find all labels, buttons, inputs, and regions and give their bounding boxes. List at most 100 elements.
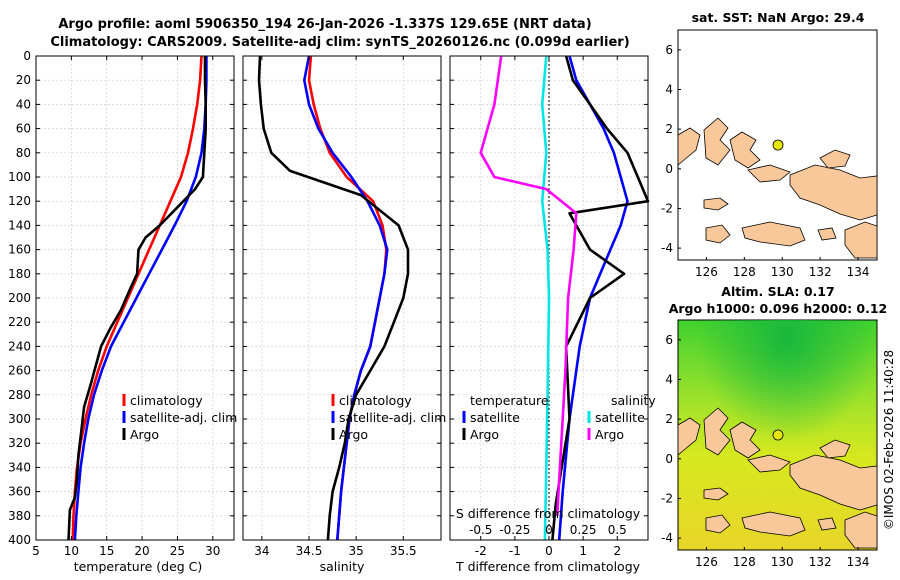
salinity-xlabel: salinity — [320, 559, 365, 574]
depth-tick-label: 300 — [8, 412, 31, 426]
map-y-tick-label: 2 — [665, 412, 673, 426]
land-mass — [705, 224, 731, 244]
land-mass — [705, 514, 731, 534]
depth-tick-label: 160 — [8, 243, 31, 257]
legend-tsat-text: satellite — [470, 410, 520, 425]
x-tick-label: 0 — [545, 544, 553, 558]
sst-map-title: sat. SST: NaN Argo: 29.4 — [692, 10, 865, 25]
land-mass — [819, 439, 851, 459]
s-diff-tick-label: 0.25 — [570, 523, 597, 537]
map-x-tick-label: 134 — [847, 265, 870, 279]
s-diff-tick-label: -0.25 — [499, 523, 530, 537]
sla-map-ticks: 126 128 130 132 134 6 4 2 0 -2 -4 — [661, 333, 869, 569]
sla-land — [677, 407, 878, 549]
s-diff-tick-label: 0.5 — [608, 523, 627, 537]
x-tick-label: 5 — [32, 544, 40, 558]
legend-clim-text: climatology — [130, 393, 203, 408]
title-line2: Climatology: CARS2009. Satellite-adj cli… — [50, 35, 629, 50]
x-tick-label: 2 — [613, 544, 621, 558]
depth-tick-label: 320 — [8, 436, 31, 450]
s-diff-tick-label: -0.5 — [469, 523, 492, 537]
series-satellite-adj-clim — [73, 56, 208, 541]
legend-ssat-text: satellite — [595, 410, 645, 425]
depth-tick-label: 200 — [8, 291, 31, 305]
depth-tick-label: 60 — [16, 122, 31, 136]
sla-map-title1: Altim. SLA: 0.17 — [721, 284, 834, 299]
series-argo — [257, 55, 410, 541]
x-tick-label: 35 — [349, 544, 364, 558]
depth-tick-label: 0 — [23, 49, 31, 63]
map-y-tick-label: -2 — [661, 201, 673, 215]
map-y-tick-label: -2 — [661, 491, 673, 505]
depth-tick-label: 280 — [8, 388, 31, 402]
argo-location-marker — [772, 139, 784, 151]
land-mass — [703, 197, 729, 211]
x-tick-label: 34 — [254, 544, 269, 558]
imos-watermark: ©IMOS 02-Feb-2026 11:40:28 — [882, 350, 896, 530]
difference-legend: temperature salinity satellite Argo sate… — [462, 393, 656, 442]
x-tick-label: 20 — [134, 544, 149, 558]
land-mass — [747, 454, 791, 473]
sst-land — [677, 117, 878, 259]
difference-panel: -2 -1 0 1 2 -0.5 -0.25 0 0.25 0.5 — [449, 55, 650, 558]
map-x-tick-label: 134 — [847, 555, 870, 569]
map-y-tick-label: 0 — [665, 452, 673, 466]
depth-tick-label: 400 — [8, 533, 31, 547]
title-line1: Argo profile: aoml 5906350_194 26-Jan-20… — [58, 17, 591, 32]
x-tick-label: -1 — [509, 544, 521, 558]
land-mass — [677, 417, 701, 456]
depth-tick-label: 40 — [16, 97, 31, 111]
land-mass — [844, 511, 878, 549]
x-tick-label: 35.5 — [390, 544, 417, 558]
land-mass — [819, 149, 851, 169]
sdiff-label: S difference from climatology — [456, 506, 641, 521]
depth-tick-label: 180 — [8, 267, 31, 281]
temperature-legend: climatology satellite-adj. clim Argo — [122, 393, 237, 442]
map-x-tick-label: 130 — [771, 555, 794, 569]
series-satellite-adj-clim — [303, 55, 389, 541]
salinity-legend: climatology satellite-adj. clim Argo — [331, 393, 446, 442]
depth-tick-label: 120 — [8, 194, 31, 208]
sst-map — [677, 29, 878, 261]
salinity-panel: 34 34.5 35 35.5 — [242, 55, 442, 558]
map-x-tick-label: 128 — [733, 265, 756, 279]
map-y-tick-label: 4 — [665, 372, 673, 386]
land-mass — [844, 221, 878, 259]
map-x-tick-label: 132 — [809, 265, 832, 279]
depth-tick-label: 240 — [8, 339, 31, 353]
temperature-xlabel: temperature (deg C) — [74, 559, 203, 574]
depth-tick-label: 80 — [16, 146, 31, 160]
s-diff-tick-label: 0 — [545, 523, 553, 537]
depth-tick-label: 380 — [8, 509, 31, 523]
legend-argo-text: Argo — [130, 427, 159, 442]
map-y-tick-label: -4 — [661, 241, 673, 255]
legend-targo-text: Argo — [470, 427, 499, 442]
x-tick-label: 30 — [205, 544, 220, 558]
land-mass — [817, 227, 837, 241]
depth-tick-label: 100 — [8, 170, 31, 184]
land-mass — [741, 221, 806, 247]
map-y-tick-label: 4 — [665, 82, 673, 96]
map-x-tick-label: 132 — [809, 555, 832, 569]
depth-tick-label: 360 — [8, 485, 31, 499]
map-x-tick-label: 126 — [695, 555, 718, 569]
land-mass — [703, 117, 731, 166]
land-mass — [789, 164, 878, 221]
map-x-tick-label: 128 — [733, 555, 756, 569]
legend-sal-title: salinity — [611, 393, 656, 408]
legend-sat-text: satellite-adj. clim — [339, 410, 446, 425]
map-x-tick-label: 130 — [771, 265, 794, 279]
series-temperature-argo — [551, 55, 650, 541]
land-mass — [703, 487, 729, 501]
legend-sargo-text: Argo — [595, 427, 624, 442]
land-mass — [789, 454, 878, 511]
legend-clim-text: climatology — [339, 393, 412, 408]
argo-location-marker — [772, 429, 784, 441]
x-tick-label: 1 — [579, 544, 587, 558]
temperature-panel: 5 10 15 20 25 30 — [32, 55, 235, 558]
sst-map-ticks: 126 128 130 132 134 6 4 2 0 -2 -4 — [661, 43, 869, 279]
depth-tick-label: 220 — [8, 315, 31, 329]
depth-axis-labels: 0 20 40 60 80 100 120 140 160 180 200 220 240 260 280 3… — [8, 49, 31, 547]
depth-tick-label: 260 — [8, 364, 31, 378]
